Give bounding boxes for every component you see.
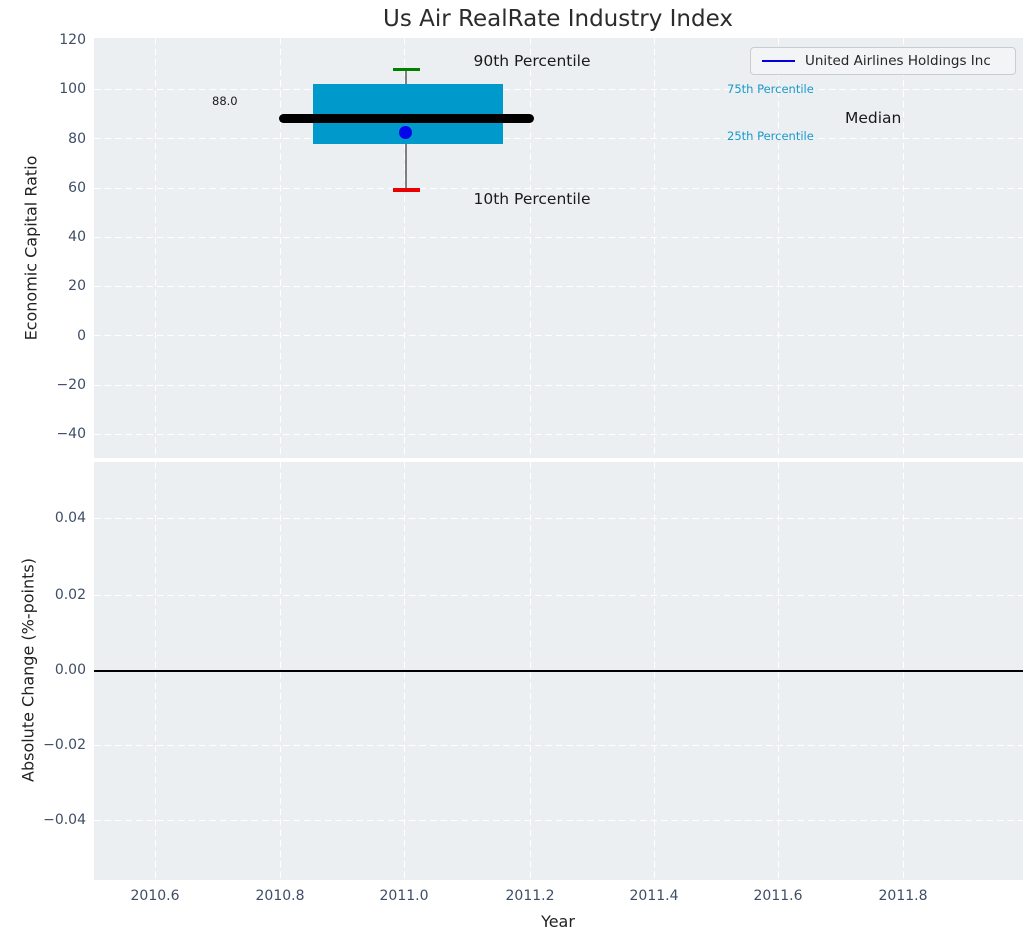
p10-cap [393, 188, 420, 192]
bottom-y-axis-label: Absolute Change (%-points) [18, 558, 38, 782]
company-data-point [399, 126, 412, 139]
median-value-label: 88.0 [212, 94, 238, 108]
top-y-axis-label: Economic Capital Ratio [21, 155, 41, 341]
gridline-vertical [155, 38, 157, 458]
xtick: 2011.8 [878, 888, 928, 904]
ytick-bottom: 0.02 [54, 587, 86, 603]
gridline-horizontal [94, 385, 1023, 387]
legend-box: United Airlines Holdings Inc [750, 47, 1016, 75]
annotation-25th-percentile: 25th Percentile [727, 129, 814, 143]
gridline-horizontal [94, 595, 1023, 597]
p90-cap [393, 68, 420, 71]
legend-item-label: United Airlines Holdings Inc [805, 53, 991, 69]
ytick-top: −20 [56, 377, 86, 393]
ytick-top: 80 [68, 131, 86, 147]
ytick-bottom: 0.04 [54, 510, 86, 526]
median-line [279, 114, 534, 123]
ytick-bottom: −0.02 [43, 737, 86, 753]
annotation-10th-percentile: 10th Percentile [473, 190, 591, 208]
ytick-top: 40 [68, 229, 86, 245]
ytick-top: 0 [77, 328, 86, 344]
ytick-bottom: 0.00 [54, 662, 86, 678]
gridline-vertical [903, 38, 905, 458]
legend-line-sample [762, 59, 795, 63]
ytick-top: 100 [59, 81, 86, 97]
gridline-horizontal [94, 434, 1023, 436]
gridline-horizontal [94, 820, 1023, 822]
xtick: 2011.2 [505, 888, 555, 904]
xtick: 2011.6 [753, 888, 803, 904]
ytick-top: 120 [59, 32, 86, 48]
gridline-vertical [404, 38, 406, 458]
top-plot-area: 90th Percentile 10th Percentile 75th Per… [94, 38, 1023, 458]
gridline-horizontal [94, 89, 1023, 91]
annotation-median: Median [845, 109, 902, 127]
gridline-vertical [280, 38, 282, 458]
gridline-horizontal [94, 335, 1023, 337]
xtick: 2011.4 [629, 888, 679, 904]
annotation-75th-percentile: 75th Percentile [727, 82, 814, 96]
ytick-top: 60 [68, 180, 86, 196]
gridline-horizontal [94, 237, 1023, 239]
ytick-top: 20 [68, 278, 86, 294]
gridline-horizontal [94, 138, 1023, 140]
gridline-horizontal [94, 745, 1023, 747]
gridline-horizontal [94, 518, 1023, 520]
ytick-top: −40 [56, 426, 86, 442]
gridline-vertical [654, 38, 656, 458]
gridline-horizontal [94, 188, 1023, 190]
chart-title: Us Air RealRate Industry Index [383, 6, 733, 32]
annotation-90th-percentile: 90th Percentile [473, 52, 591, 70]
zero-reference-line [94, 670, 1023, 672]
xtick: 2010.6 [130, 888, 180, 904]
ytick-bottom: −0.04 [43, 812, 86, 828]
x-axis-label: Year [541, 912, 575, 931]
bottom-plot-area [94, 462, 1023, 880]
gridline-vertical [530, 38, 532, 458]
xtick: 2011.0 [379, 888, 429, 904]
xtick: 2010.8 [255, 888, 305, 904]
gridline-vertical [778, 38, 780, 458]
gridline-horizontal [94, 286, 1023, 288]
